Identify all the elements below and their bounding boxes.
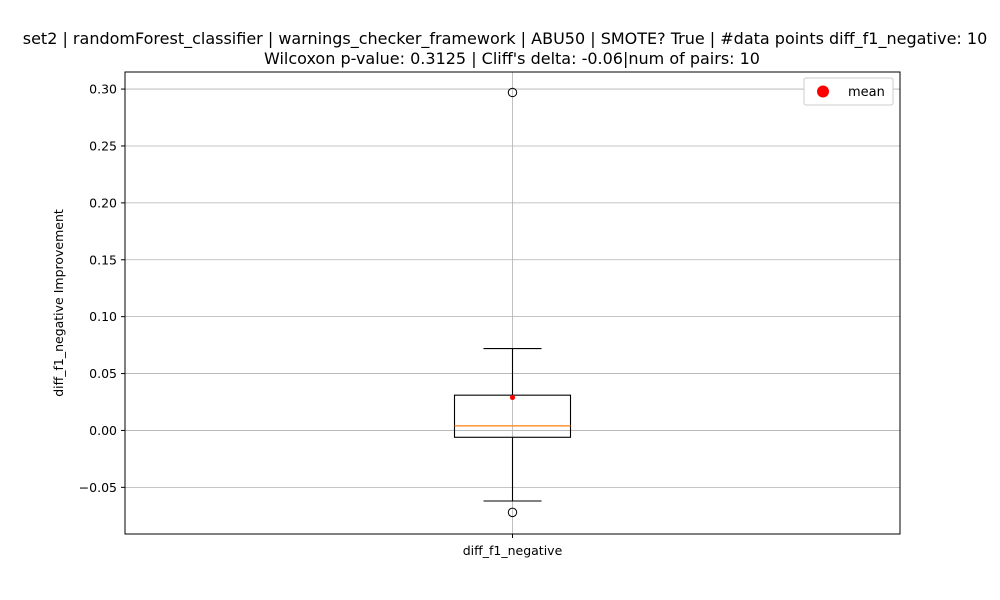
y-tick-label: 0.05 (89, 366, 117, 381)
y-tick-label: 0.25 (89, 138, 117, 153)
legend-mean-marker (817, 85, 829, 98)
outlier-point (507, 87, 518, 98)
legend: mean (803, 77, 894, 106)
y-tick-label: 0.30 (89, 82, 117, 97)
y-axis-label: diff_f1_negative Improvement (51, 209, 66, 397)
grid-lines (125, 72, 900, 534)
plot-area (453, 87, 572, 518)
y-tick-label: 0.15 (89, 252, 117, 267)
legend-mean-label: mean (848, 85, 885, 100)
y-tick-label: 0.10 (89, 309, 117, 324)
mean-point (509, 394, 516, 401)
legend-box (803, 77, 894, 106)
y-tick-label: 0.00 (89, 423, 117, 438)
y-axis-ticks: −0.05 0.00 0.05 0.10 0.15 0.20 0.25 0.30 (79, 82, 125, 495)
x-tick-label: diff_f1_negative (463, 543, 563, 558)
y-tick-label: −0.05 (79, 480, 117, 495)
x-axis-ticks: diff_f1_negative (463, 534, 563, 558)
y-tick-label: 0.20 (89, 195, 117, 210)
chart-title-line-2: Wilcoxon p-value: 0.3125 | Cliff's delta… (264, 49, 760, 68)
outlier-point (507, 507, 518, 518)
chart-title-line-1: set2 | randomForest_classifier | warning… (23, 29, 988, 49)
